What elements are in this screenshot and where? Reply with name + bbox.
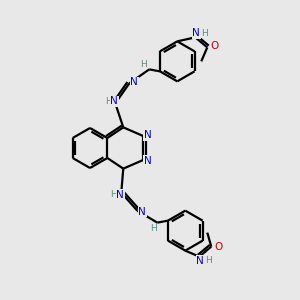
Text: H: H <box>110 190 117 199</box>
Text: H: H <box>150 224 157 233</box>
Text: H: H <box>201 29 208 38</box>
Text: O: O <box>210 41 218 51</box>
Text: H: H <box>205 256 212 265</box>
Text: N: N <box>138 207 146 217</box>
Text: N: N <box>130 77 138 87</box>
Text: N: N <box>116 190 124 200</box>
Text: N: N <box>143 156 151 166</box>
Text: O: O <box>214 242 222 252</box>
Text: N: N <box>143 130 151 140</box>
Text: H: H <box>105 97 112 106</box>
Text: H: H <box>140 60 147 69</box>
Text: N: N <box>196 256 204 266</box>
Text: N: N <box>110 96 118 106</box>
Text: N: N <box>192 28 200 38</box>
